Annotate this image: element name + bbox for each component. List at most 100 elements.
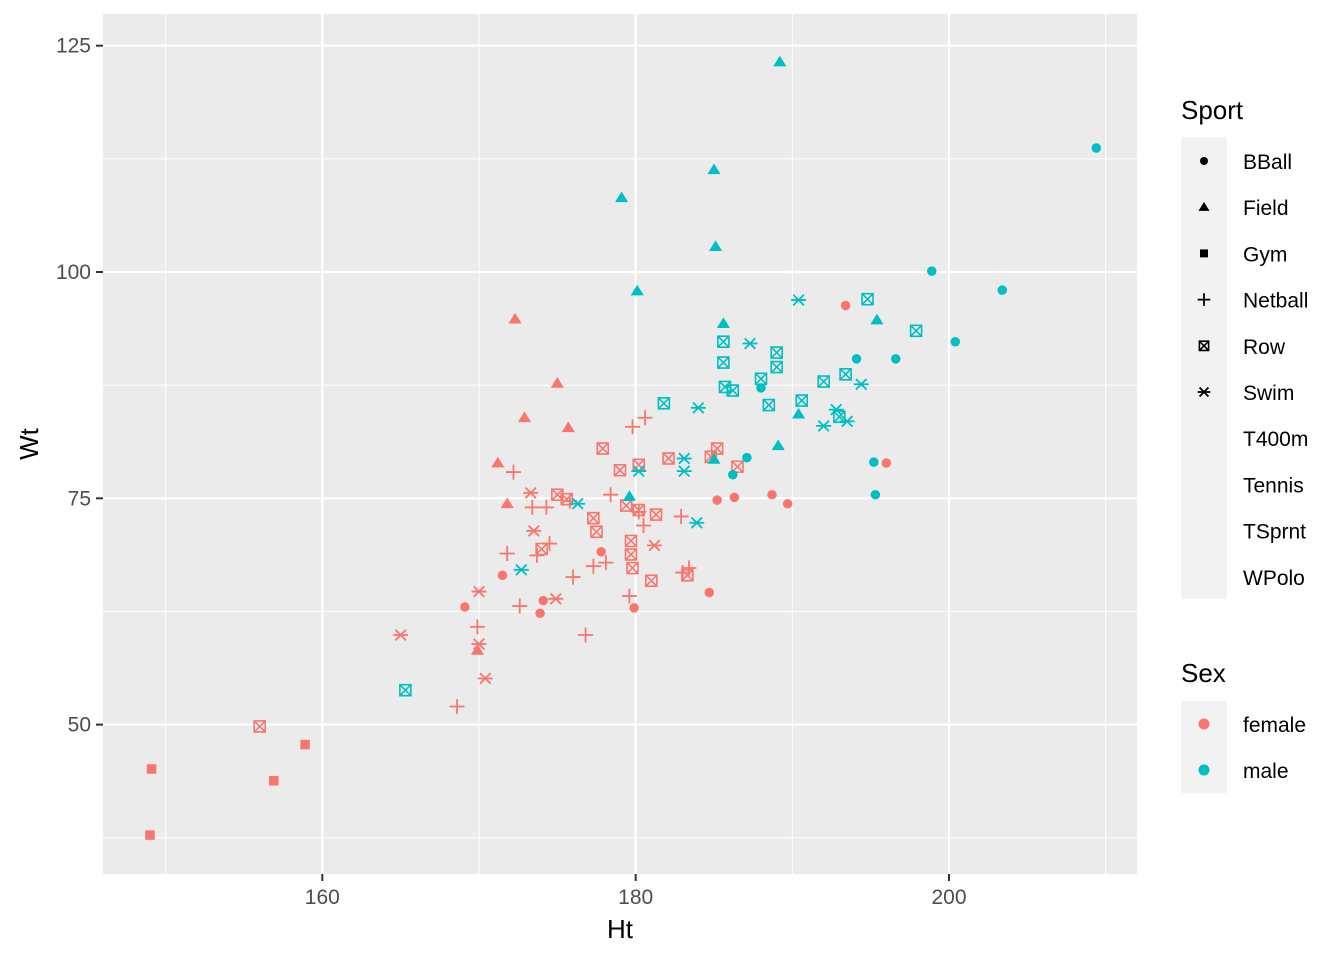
legend-sex-title: Sex: [1181, 658, 1226, 688]
y-tick-label: 100: [56, 261, 91, 284]
data-point-female-row: [590, 525, 603, 539]
data-point-male-bball: [742, 452, 752, 463]
y-tick-label: 75: [68, 487, 91, 510]
data-point-male-field: [707, 163, 721, 175]
data-point-male-bball: [997, 285, 1008, 295]
data-point-male-swim: [676, 452, 692, 465]
data-point-male-bball: [927, 266, 937, 276]
data-point-female-bball: [596, 546, 606, 557]
data-point-female-field: [500, 497, 514, 509]
legend-label-t400m: T400m: [1243, 428, 1308, 451]
legend-label-netball: Netball: [1243, 290, 1308, 313]
data-point-male-swim: [676, 465, 692, 478]
data-point-female-field: [550, 377, 564, 388]
data-point-female-bball: [497, 570, 508, 581]
data-point-male-bball: [869, 457, 879, 467]
data-point-female-bball: [767, 489, 777, 500]
data-point-female-bball: [535, 608, 545, 619]
x-tick-label: 180: [618, 886, 653, 909]
data-point-female-swim: [393, 629, 409, 641]
data-point-male-field: [773, 55, 787, 67]
data-point-male-swim: [828, 403, 844, 416]
data-point-male-swim: [742, 337, 758, 350]
data-point-female-bball: [704, 587, 715, 598]
data-point-female-bball: [782, 498, 793, 509]
data-point-female-row: [662, 452, 675, 465]
data-point-male-bball: [890, 354, 901, 364]
legend-label-wpolo: WPolo: [1243, 567, 1305, 590]
grid-lines: [103, 14, 1137, 874]
data-point-male-row: [717, 356, 730, 369]
data-point-male-bball: [1091, 143, 1102, 153]
data-point-female-gym: [145, 830, 155, 840]
data-point-female-bball: [840, 300, 851, 311]
data-point-female-netball: [449, 699, 465, 715]
data-point-male-field: [792, 407, 806, 419]
data-point-female-field: [470, 644, 484, 655]
data-point-female-bball: [538, 595, 548, 606]
legend-label-row: Row: [1243, 336, 1286, 359]
data-point-male-row: [717, 335, 730, 349]
legend-sex: Sex female male: [1181, 658, 1306, 793]
data-point-male-swim: [791, 294, 807, 307]
legend-sex-keys-bg: [1181, 701, 1227, 793]
legend-sport: Sport BBall Field Gym Netball Row Swim T400m Te…: [1181, 95, 1308, 599]
legend-label-gym: Gym: [1243, 243, 1287, 266]
data-point-female-netball: [673, 508, 689, 524]
data-point-male-row: [754, 372, 768, 386]
data-point-male-bball: [728, 470, 738, 480]
data-point-female-netball: [565, 569, 581, 585]
data-point-male-row: [762, 398, 776, 412]
legend-key-bball-icon: [1200, 157, 1208, 165]
legend-sport-title: Sport: [1181, 95, 1244, 125]
data-point-male-swim: [816, 419, 832, 432]
data-point-male-row: [770, 346, 783, 359]
data-point-male-field: [622, 490, 636, 501]
data-point-female-netball: [621, 588, 637, 604]
data-point-female-row: [624, 534, 638, 548]
data-point-female-row: [535, 542, 548, 556]
data-point-male-bball: [756, 383, 766, 393]
x-axis-title: Ht: [607, 914, 634, 944]
data-point-female-field: [508, 312, 522, 324]
data-point-male-swim: [689, 516, 705, 529]
data-point-female-netball: [499, 546, 515, 562]
legend-sport-keys-bg: [1181, 137, 1227, 599]
data-point-male-bball: [950, 336, 961, 347]
data-point-male-row: [770, 360, 783, 374]
data-point-male-field: [707, 453, 721, 464]
legend-label-field: Field: [1243, 197, 1289, 220]
data-point-male-field: [716, 317, 730, 328]
data-point-male-field: [615, 191, 629, 203]
legend-label-tsprnt: TSprnt: [1243, 521, 1306, 544]
legend-label-bball: BBall: [1243, 151, 1292, 174]
data-point-female-gym: [300, 739, 310, 750]
data-point-male-field: [771, 439, 785, 451]
legend-key-swim-icon: [1197, 386, 1211, 398]
data-point-male-field: [630, 284, 644, 296]
legend-label-swim: Swim: [1243, 382, 1294, 405]
data-point-male-bball: [851, 354, 862, 364]
y-tick-label: 50: [68, 714, 91, 737]
data-point-male-row: [657, 396, 671, 410]
data-point-female-swim: [477, 672, 493, 685]
data-point-female-field: [561, 421, 575, 433]
data-point-male-swim: [631, 465, 647, 478]
data-point-female-swim: [526, 524, 542, 537]
data-point-female-bball: [629, 603, 639, 613]
data-point-female-swim: [471, 585, 487, 598]
data-point-female-netball: [505, 464, 521, 480]
data-point-female-row: [681, 568, 694, 582]
data-point-female-netball: [598, 555, 614, 571]
data-point-female-netball: [469, 619, 485, 635]
legend-key-gym-icon: [1200, 249, 1208, 258]
data-point-male-row: [726, 384, 740, 397]
legend-label-female: female: [1243, 714, 1306, 737]
data-point-female-netball: [538, 499, 554, 515]
data-point-male-swim: [570, 497, 586, 510]
x-tick-label: 160: [305, 886, 340, 909]
data-point-female-netball: [585, 558, 601, 574]
data-point-female-row: [645, 574, 658, 587]
data-point-male-row: [399, 683, 412, 697]
